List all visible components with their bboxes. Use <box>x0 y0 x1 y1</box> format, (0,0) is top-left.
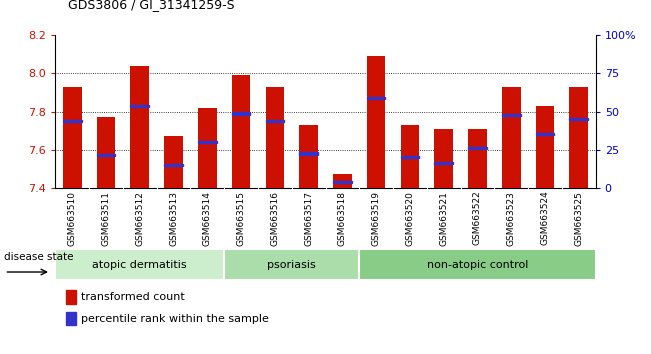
FancyBboxPatch shape <box>359 250 596 280</box>
Text: GSM663519: GSM663519 <box>372 190 381 246</box>
Bar <box>198 141 217 143</box>
Text: GSM663512: GSM663512 <box>135 190 145 246</box>
Bar <box>299 152 318 154</box>
Bar <box>130 66 149 188</box>
Bar <box>468 129 487 188</box>
Text: psoriasis: psoriasis <box>268 259 316 270</box>
Bar <box>502 114 521 116</box>
FancyBboxPatch shape <box>55 250 224 280</box>
Text: GSM663524: GSM663524 <box>540 190 549 245</box>
Text: GSM663521: GSM663521 <box>439 190 448 246</box>
Text: percentile rank within the sample: percentile rank within the sample <box>81 314 269 324</box>
Text: GSM663520: GSM663520 <box>406 190 415 246</box>
Bar <box>164 164 183 166</box>
Text: GSM663522: GSM663522 <box>473 190 482 245</box>
Bar <box>502 87 521 188</box>
Bar <box>66 312 76 325</box>
Bar <box>570 87 588 188</box>
Bar <box>367 97 385 99</box>
Text: non-atopic control: non-atopic control <box>427 259 528 270</box>
Text: GSM663513: GSM663513 <box>169 190 178 246</box>
Bar <box>367 56 385 188</box>
Text: GSM663518: GSM663518 <box>338 190 347 246</box>
Text: GSM663515: GSM663515 <box>236 190 245 246</box>
Bar <box>198 108 217 188</box>
Text: GSM663523: GSM663523 <box>506 190 516 246</box>
Bar <box>333 181 352 183</box>
Text: GSM663517: GSM663517 <box>304 190 313 246</box>
Bar <box>130 105 149 107</box>
Text: GSM663514: GSM663514 <box>203 190 212 246</box>
Bar <box>97 117 115 188</box>
Bar <box>97 154 115 156</box>
Text: transformed count: transformed count <box>81 292 185 302</box>
Text: GSM663516: GSM663516 <box>270 190 279 246</box>
Bar <box>536 133 554 136</box>
Text: GSM663511: GSM663511 <box>102 190 111 246</box>
FancyBboxPatch shape <box>224 250 359 280</box>
Bar <box>536 106 554 188</box>
Text: GDS3806 / GI_31341259-S: GDS3806 / GI_31341259-S <box>68 0 235 11</box>
Text: disease state: disease state <box>5 252 74 262</box>
Bar <box>266 87 284 188</box>
Bar <box>400 125 419 188</box>
Bar <box>400 156 419 158</box>
Bar <box>232 112 251 115</box>
Bar <box>468 147 487 149</box>
Text: GSM663525: GSM663525 <box>574 190 583 246</box>
Bar <box>570 118 588 120</box>
Text: atopic dermatitis: atopic dermatitis <box>92 259 187 270</box>
Bar <box>299 125 318 188</box>
Bar <box>232 75 251 188</box>
Text: GSM663510: GSM663510 <box>68 190 77 246</box>
Bar <box>434 129 453 188</box>
Bar <box>266 120 284 122</box>
Bar <box>164 136 183 188</box>
Bar <box>63 120 81 122</box>
Bar <box>333 174 352 188</box>
Bar <box>63 87 81 188</box>
Bar <box>434 162 453 164</box>
Bar <box>66 291 76 304</box>
